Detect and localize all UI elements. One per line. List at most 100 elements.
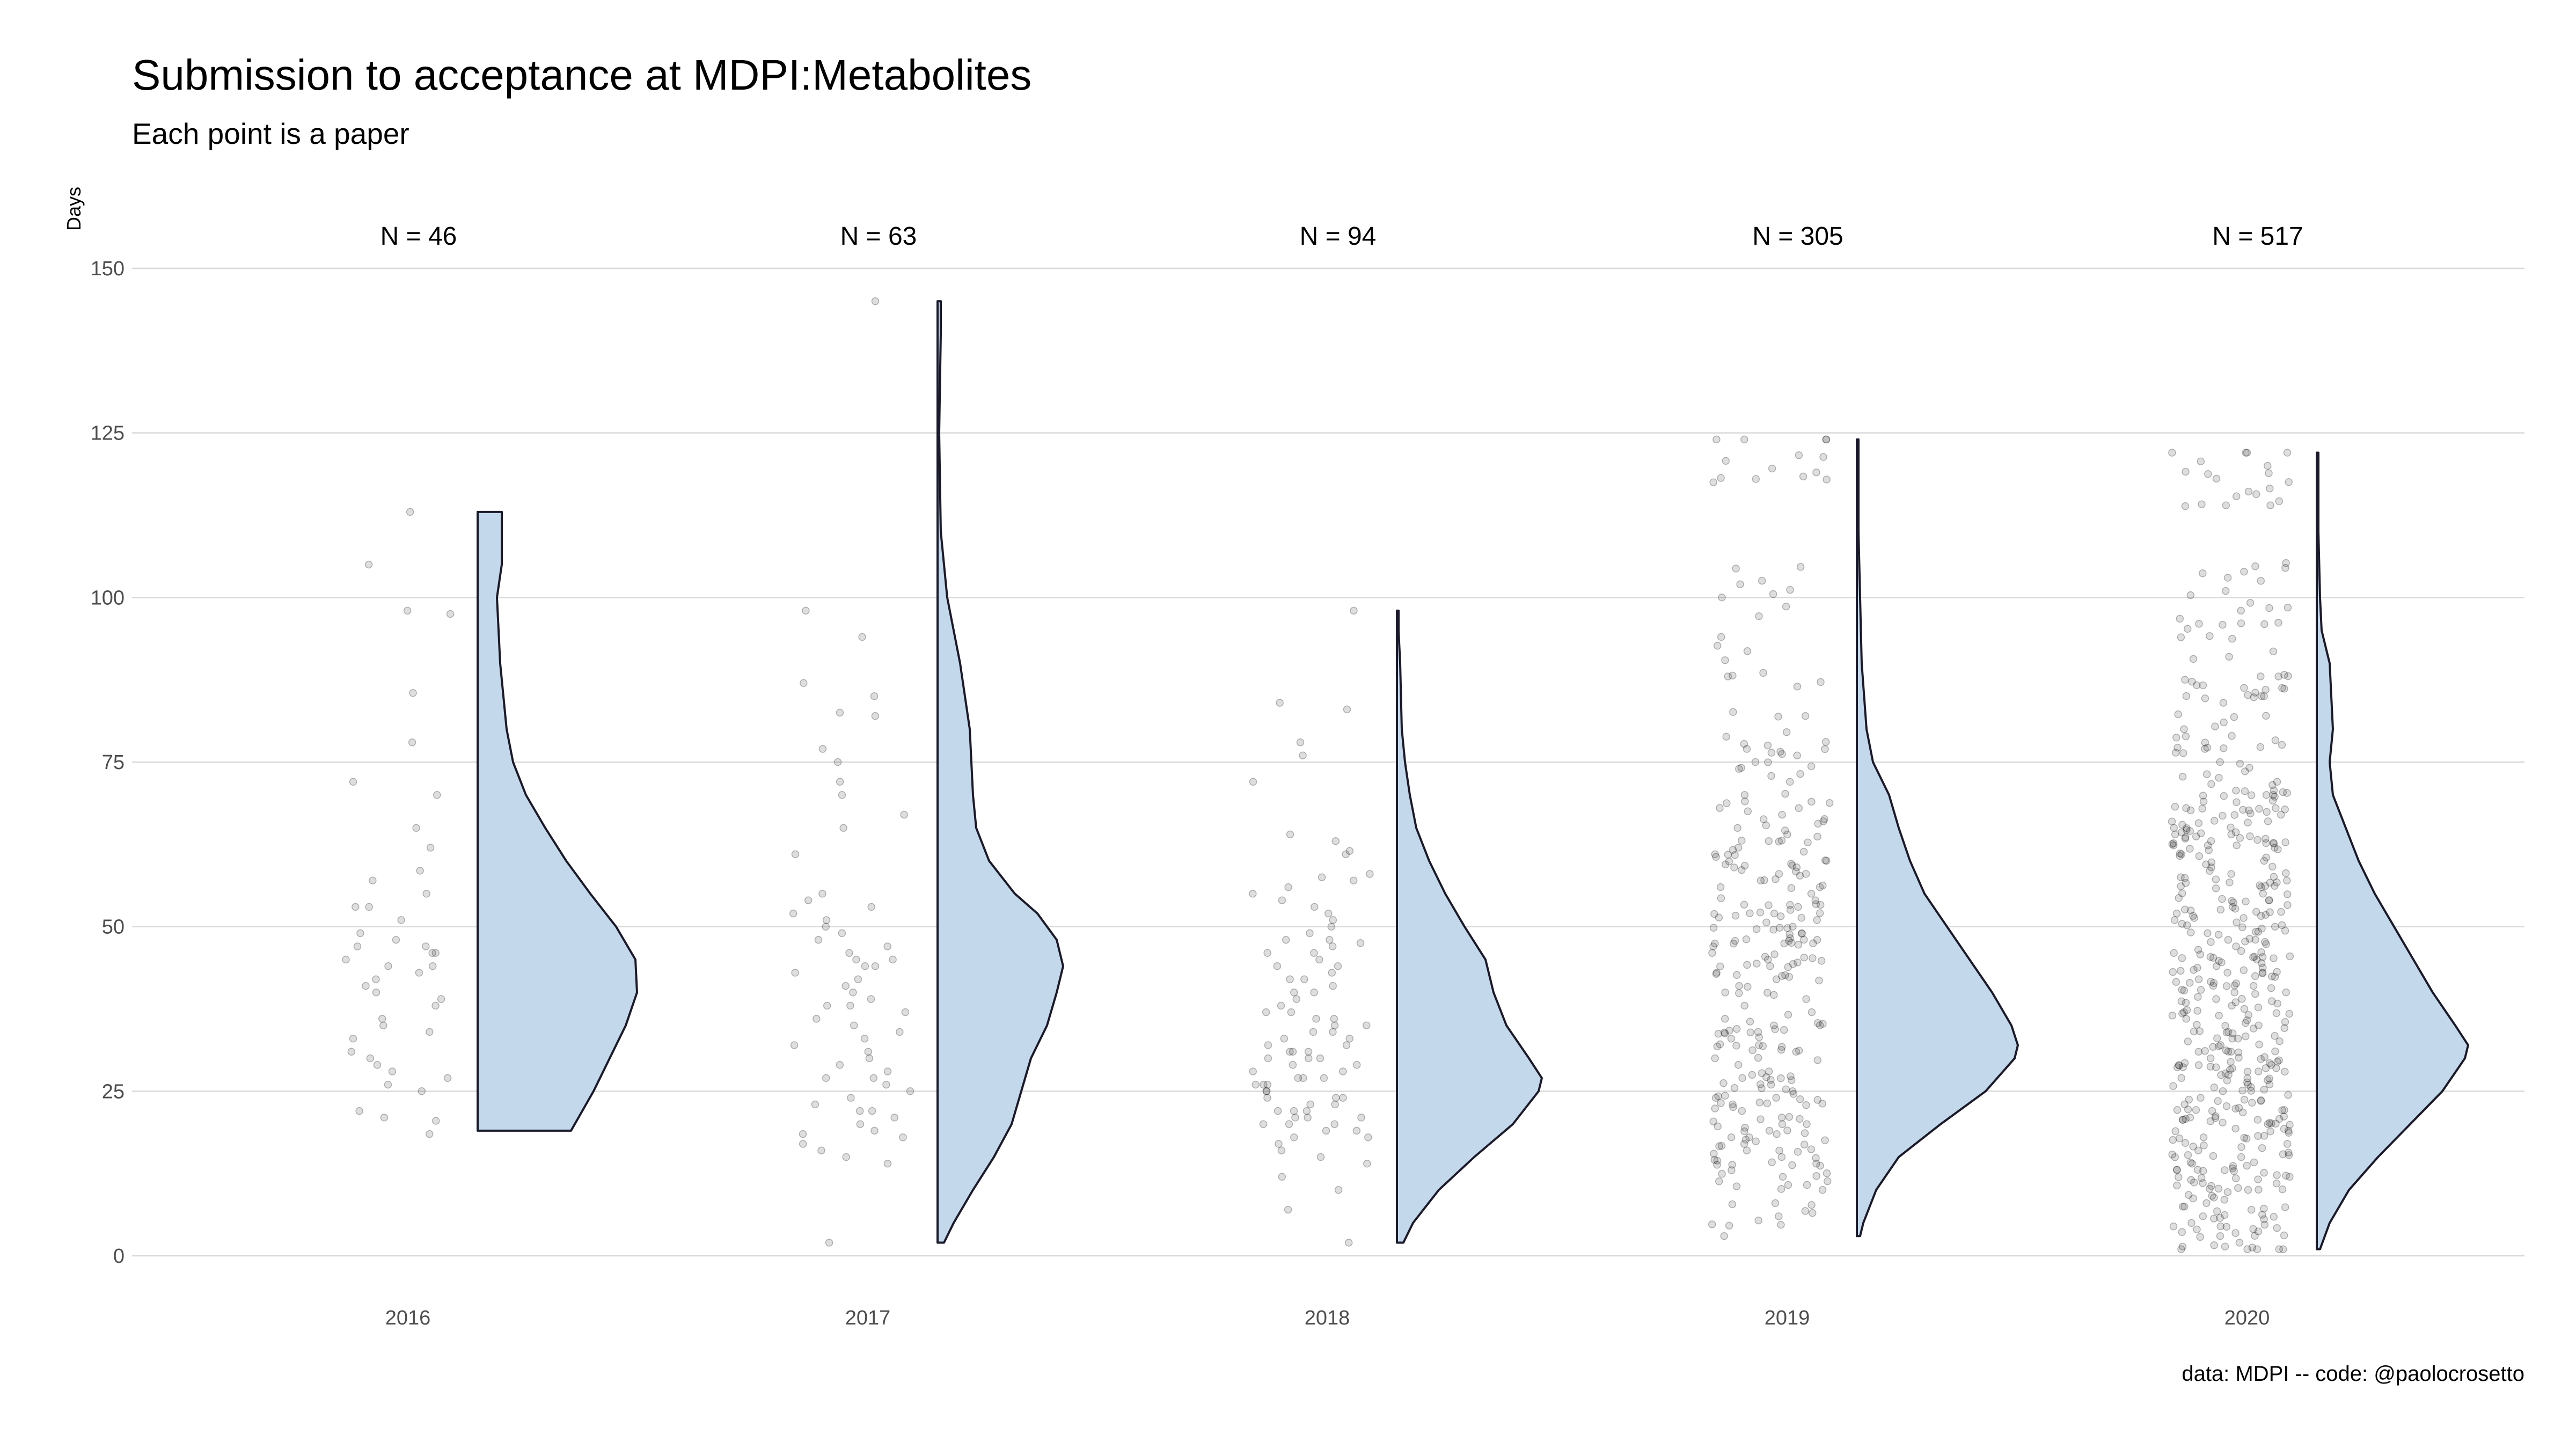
point-2020: [2228, 1001, 2236, 1010]
point-2019: [1710, 1150, 1718, 1158]
point-2019: [1711, 939, 1719, 948]
point-2020: [2243, 1016, 2251, 1024]
point-2020: [2193, 1021, 2201, 1029]
point-2017: [890, 1114, 898, 1122]
point-2019: [1794, 941, 1803, 949]
point-2017: [841, 982, 850, 990]
point-2020: [2266, 1127, 2274, 1136]
point-2020: [2282, 1172, 2290, 1180]
point-2020: [2170, 916, 2179, 924]
point-2020: [2193, 1166, 2202, 1174]
point-2019: [1732, 1182, 1741, 1190]
point-2020: [2273, 1171, 2281, 1179]
point-2019: [1730, 939, 1738, 948]
point-2020: [2286, 1121, 2294, 1129]
point-2019: [1737, 866, 1746, 874]
point-2019: [1767, 1080, 1775, 1089]
point-2019: [1777, 1043, 1786, 1051]
point-2019: [1785, 930, 1794, 939]
point-2018: [1328, 969, 1336, 977]
point-2017: [814, 935, 823, 944]
point-2019: [1729, 1100, 1737, 1109]
point-2018: [1345, 847, 1354, 855]
point-2018: [1262, 1087, 1271, 1095]
point-2017: [836, 708, 844, 717]
point-2020: [2180, 874, 2189, 882]
point-2020: [2255, 1040, 2263, 1049]
point-2020: [2219, 1118, 2227, 1126]
point-2020: [2184, 1037, 2192, 1045]
point-2020: [2247, 1087, 2255, 1095]
point-2020: [2258, 969, 2267, 977]
point-2019: [1818, 1186, 1827, 1194]
point-2016: [366, 1054, 375, 1063]
point-2020: [2173, 1106, 2182, 1114]
point-2019: [1754, 1028, 1762, 1036]
point-2018: [1339, 1094, 1347, 1102]
point-2019: [1709, 942, 1717, 950]
point-2020: [2171, 802, 2179, 811]
point-2019: [1792, 867, 1800, 876]
point-2017: [789, 909, 797, 918]
point-2020: [2241, 1032, 2250, 1041]
point-2017: [833, 758, 842, 766]
point-2020: [2229, 1162, 2237, 1170]
point-2020: [2199, 792, 2207, 800]
point-2020: [2228, 903, 2237, 911]
point-2020: [2194, 1146, 2202, 1154]
point-2020: [2170, 949, 2178, 957]
point-2020: [2244, 818, 2252, 827]
point-2020: [2169, 1222, 2178, 1231]
point-2020: [2243, 449, 2251, 457]
point-2020: [2192, 1106, 2200, 1114]
point-2019: [1738, 837, 1746, 845]
point-2020: [2206, 1117, 2215, 1125]
point-2020: [2215, 1012, 2223, 1020]
point-2018: [1334, 1186, 1343, 1194]
point-2020: [2259, 963, 2267, 972]
point-2017: [883, 942, 891, 950]
point-2020: [2173, 1063, 2182, 1072]
point-2020: [2223, 1188, 2232, 1196]
point-2019: [1765, 837, 1773, 845]
point-2016: [353, 942, 362, 950]
point-2019: [1794, 1148, 1802, 1156]
point-2020: [2277, 810, 2285, 819]
point-2019: [1812, 1172, 1820, 1180]
point-2016: [428, 962, 437, 970]
point-2020: [2179, 1116, 2187, 1124]
point-2018: [1310, 989, 1318, 997]
point-2020: [2230, 1167, 2238, 1175]
point-2019: [1785, 1113, 1794, 1121]
point-2017: [899, 1133, 907, 1141]
n-label-2017: N = 63: [840, 222, 917, 251]
point-2020: [2258, 1211, 2266, 1219]
n-label-2020: N = 517: [2212, 222, 2303, 251]
point-2020: [2221, 1069, 2230, 1078]
point-2020: [2194, 1061, 2203, 1069]
point-2019: [1716, 804, 1724, 812]
point-2016: [342, 955, 350, 964]
point-2019: [1759, 815, 1768, 823]
point-2020: [2186, 906, 2195, 914]
point-2016: [431, 1001, 440, 1010]
point-2016: [369, 876, 377, 885]
point-2016: [412, 824, 420, 832]
point-2020: [2286, 1173, 2294, 1181]
point-2017: [871, 962, 880, 970]
point-2020: [2168, 840, 2176, 848]
point-2019: [1777, 1221, 1785, 1229]
point-2020: [2211, 1114, 2220, 1122]
point-2019: [1821, 745, 1829, 753]
point-2020: [2228, 732, 2236, 740]
point-2020: [2267, 984, 2275, 992]
point-2019: [1754, 1216, 1762, 1225]
point-2019: [1719, 1079, 1728, 1087]
point-2019: [1759, 669, 1767, 677]
point-2020: [2233, 918, 2241, 927]
point-2019: [1821, 856, 1829, 865]
point-2019: [1783, 830, 1791, 839]
point-2018: [1273, 962, 1282, 970]
point-2018: [1296, 738, 1305, 747]
point-2020: [2236, 759, 2244, 768]
